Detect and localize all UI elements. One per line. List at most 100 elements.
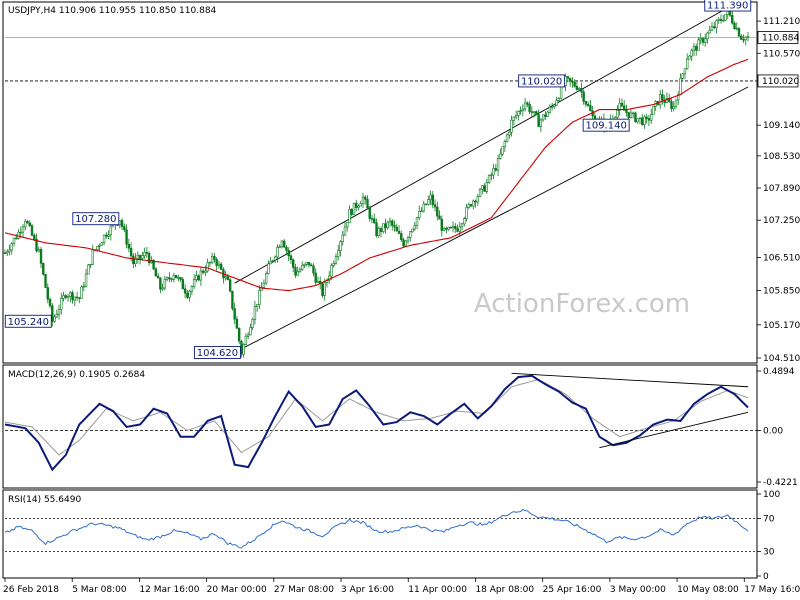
candle-body [300,265,304,270]
price-tick-label: 105.850 [763,287,800,297]
candle-body [255,304,259,307]
price-annotation-label: 111.390 [707,1,748,12]
candle-body [409,231,412,238]
candle-body [550,106,554,108]
candle-body [724,14,727,21]
candle-body [373,218,376,223]
candle-body [12,237,16,244]
candle-body [62,295,65,299]
candle-body [472,200,475,207]
candle-body [379,228,383,232]
candle-body [622,105,626,111]
candle-body [640,117,644,125]
candle-body [361,196,365,205]
candle-body [496,158,500,171]
candle-body [695,46,698,51]
candle-body [350,209,353,215]
time-tick-label: 11 Apr 00:00 [408,585,467,595]
candle-body [233,308,236,320]
candle-body [445,228,448,230]
candle-body [33,235,36,240]
candle-body [249,327,252,336]
candle-body [454,226,457,230]
candle-body [195,275,198,280]
candle-body [267,263,270,274]
candle-body [123,226,126,231]
candle-body [451,226,455,228]
candle-body [105,234,108,237]
candle-body [260,287,263,291]
candle-body [715,20,718,28]
candle-body [305,261,308,265]
candle-body [429,194,432,200]
macd-layer [4,372,757,472]
candle-body [690,49,693,57]
candle-body [490,174,493,176]
candle-body [530,111,534,113]
candle-body [298,269,302,272]
macd-tick-label: 0.4894 [763,367,795,377]
candle-body [413,225,416,230]
candle-body [51,305,54,322]
candle-body [262,282,266,288]
candle-body [377,228,380,237]
candle-body [231,290,234,309]
candle-body [341,234,344,243]
level-price-tag [757,74,799,88]
candle-body [96,245,99,250]
candle-body [710,26,714,31]
candle-body [159,277,162,290]
candle-body [201,270,205,273]
candle-body [280,240,284,247]
candle-body [528,103,531,113]
candle-body [145,252,149,254]
candle-body [19,231,22,234]
candle-body [53,316,56,322]
axis-layer: 111.210 110.570 109.140 108.530 107.890 107.2… [3,17,800,595]
price-annotation-box [72,212,120,226]
current-price-tag [757,31,799,44]
candle-body [658,94,662,106]
candle-body [44,274,47,288]
candle-body [136,254,140,259]
candle-body [519,110,522,112]
candle-body [427,199,430,205]
candle-body [258,290,261,305]
candle-body [397,230,401,234]
candle-body [80,286,83,299]
candle-body [686,58,689,70]
candle-body [589,105,592,112]
candle-body [242,344,245,355]
candle-body [348,209,351,223]
candle-body [649,114,653,121]
candle-body [251,319,254,328]
candle-body [706,32,709,40]
candle-body [8,249,11,253]
candle-body [704,38,707,43]
candle-body [436,206,439,217]
candle-body [485,182,489,192]
candle-body [740,35,743,40]
candle-body [625,110,628,113]
price-tick-label: 110.570 [763,49,800,59]
candle-body [375,222,378,237]
candle-body [179,277,182,280]
candle-body [573,82,576,87]
candle-body [548,106,552,113]
candle-body [285,246,288,251]
candle-body [213,255,216,260]
candle-body [228,279,232,292]
candle-body [478,188,482,197]
candle-body [337,250,340,257]
candle-body [109,225,113,236]
candle-body [735,27,738,30]
macd-trendline [599,411,749,449]
candle-body [631,112,635,115]
candle-body [618,102,621,111]
candle-body [73,296,76,301]
candle-body [291,259,295,268]
candle-body [334,256,338,264]
price-tick-label: 105.170 [763,321,800,331]
candle-body [557,97,561,101]
